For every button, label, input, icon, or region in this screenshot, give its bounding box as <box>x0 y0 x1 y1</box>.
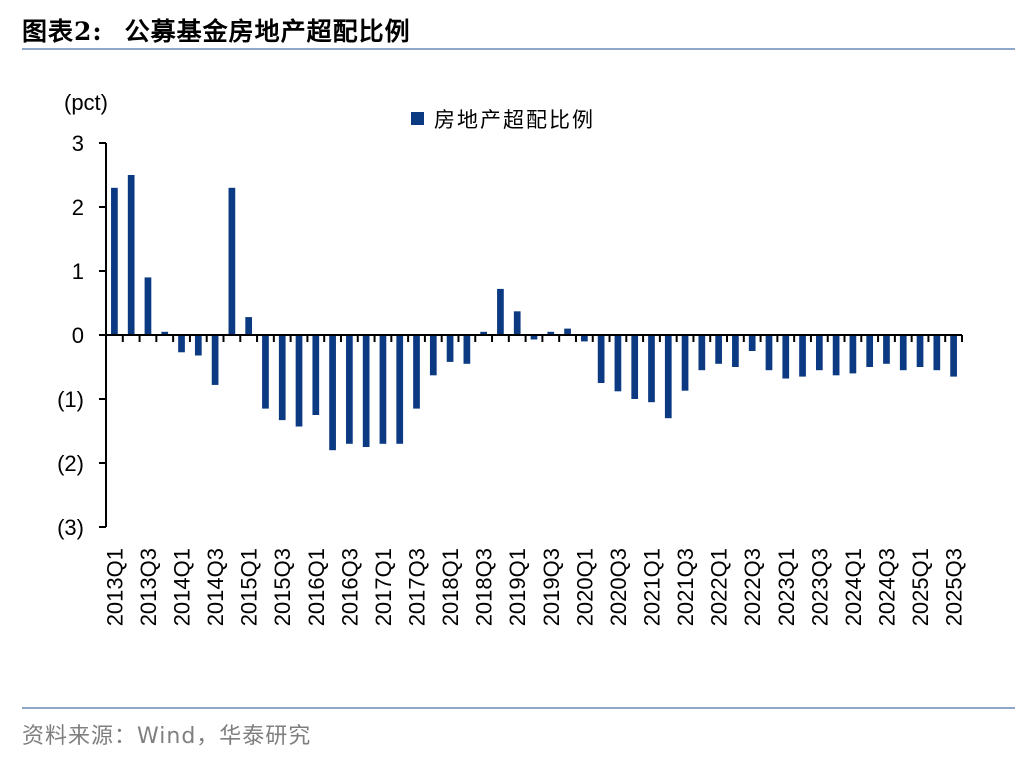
x-tick-label: 2024Q3 <box>874 548 899 626</box>
bar <box>782 335 790 379</box>
x-tick-label: 2017Q1 <box>371 548 396 626</box>
bar <box>262 335 269 409</box>
x-tick-label: 2021Q1 <box>639 548 664 626</box>
y-unit-label: (pct) <box>64 90 108 115</box>
x-tick-label: 2015Q1 <box>237 548 262 626</box>
bar <box>362 335 370 447</box>
bar <box>530 335 538 340</box>
bar <box>396 335 404 444</box>
bar <box>715 335 722 364</box>
bar <box>446 335 454 362</box>
bar <box>631 335 639 399</box>
bar <box>832 335 840 376</box>
bar <box>547 331 555 335</box>
bar <box>899 335 907 371</box>
bar <box>111 187 118 335</box>
x-tick-label: 2017Q3 <box>405 548 430 626</box>
y-tick-label: 0 <box>72 323 84 348</box>
bar <box>765 335 773 371</box>
figure-title-text: 公募基金房地产超配比例 <box>124 17 411 46</box>
x-tick-label: 2016Q3 <box>337 548 362 626</box>
bar <box>228 187 236 335</box>
bar <box>883 335 890 364</box>
y-tick-label: 2 <box>72 195 84 220</box>
bar <box>950 335 957 377</box>
bar <box>597 335 605 383</box>
y-tick-label: 1 <box>72 259 84 284</box>
source-divider <box>22 707 1015 709</box>
y-tick-label: (1) <box>57 387 84 412</box>
x-tick-label: 2019Q1 <box>505 548 530 626</box>
x-tick-label: 2018Q1 <box>438 548 463 626</box>
bar <box>346 335 353 444</box>
bar <box>245 317 253 335</box>
x-tick-label: 2013Q1 <box>102 548 127 626</box>
x-tick-label: 2013Q3 <box>136 548 161 626</box>
bar <box>211 335 219 385</box>
figure-title: 图表2: 公募基金房地产超配比例 <box>22 12 411 48</box>
bar <box>480 331 487 335</box>
x-tick-label: 2023Q1 <box>774 548 799 626</box>
x-tick-label: 2014Q1 <box>170 548 195 626</box>
bar <box>933 335 941 371</box>
y-tick-label: (3) <box>57 515 84 540</box>
bar-chart: 3 2 1 0 (1) (2) (3) (pct) 2013Q1 2013Q3 2014Q1 2014… <box>57 90 967 626</box>
bar <box>681 335 689 391</box>
bar <box>497 288 504 335</box>
bar <box>194 335 202 356</box>
bar <box>664 335 672 419</box>
y-tick-label: 3 <box>72 131 84 156</box>
bar <box>379 335 387 444</box>
x-tick-label: 2023Q3 <box>807 548 832 626</box>
bar <box>413 335 420 409</box>
bar <box>916 335 924 367</box>
bar <box>178 335 185 353</box>
x-tick-label: 2022Q1 <box>707 548 732 626</box>
bar <box>429 335 437 376</box>
bar <box>581 335 588 342</box>
x-tick-label: 2020Q3 <box>606 548 631 626</box>
x-tick-label: 2019Q3 <box>539 548 564 626</box>
x-tick-label: 2020Q1 <box>572 548 597 626</box>
x-tick-label: 2024Q1 <box>841 548 866 626</box>
x-tick-label: 2022Q3 <box>740 548 765 626</box>
bar <box>732 335 739 367</box>
legend-label: 房地产超配比例 <box>434 108 595 132</box>
x-tick-label: 2015Q3 <box>270 548 295 626</box>
bar <box>698 335 706 371</box>
title-divider <box>22 48 1015 50</box>
bar <box>144 277 152 335</box>
source-note: 资料来源：Wind，华泰研究 <box>22 724 312 749</box>
bar <box>463 335 471 364</box>
bar <box>312 335 320 415</box>
bar <box>295 335 303 427</box>
figure-number: 图表2: <box>22 17 103 46</box>
bar <box>866 335 874 367</box>
x-tick-label: 2016Q1 <box>304 548 329 626</box>
legend-swatch <box>411 112 424 125</box>
bar <box>799 335 806 377</box>
bar <box>849 335 857 374</box>
x-tick-label: 2018Q3 <box>472 548 497 626</box>
bar <box>614 335 622 392</box>
bar <box>161 331 169 335</box>
bar <box>329 335 336 451</box>
bar <box>815 335 823 371</box>
x-tick-label: 2014Q3 <box>203 548 228 626</box>
x-tick-label: 2021Q3 <box>673 548 698 626</box>
bar <box>513 311 521 335</box>
x-tick-label: 2025Q1 <box>908 548 933 626</box>
x-tick-label: 2025Q3 <box>942 548 967 626</box>
bar <box>564 328 571 335</box>
y-tick-label: (2) <box>57 451 84 476</box>
bar <box>127 175 135 335</box>
bar <box>278 335 286 421</box>
bar <box>648 335 655 403</box>
bar <box>748 335 756 351</box>
